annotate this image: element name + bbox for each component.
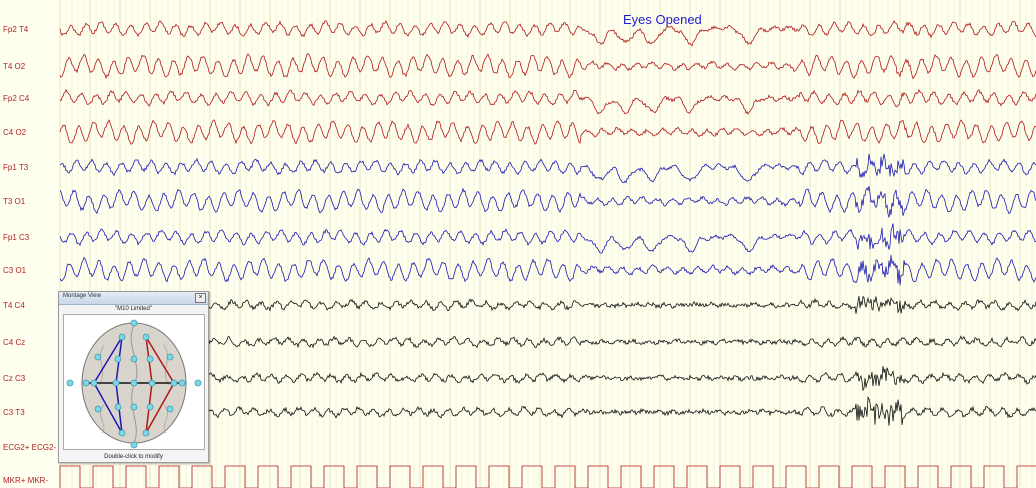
channel-labels: Fp2 T4 T4 O2 Fp2 C4 C4 O2 Fp1 T3 T3 O1 Fp1 C3 C…	[3, 25, 56, 485]
eeg-trace	[59, 465, 1036, 488]
close-button[interactable]: ×	[195, 293, 206, 303]
channel-label: Fp2 C4	[3, 94, 30, 103]
montage-name: "M10 Limited"	[115, 306, 152, 312]
channel-label: T3 O1	[3, 197, 26, 206]
channel-label: Fp1 C3	[3, 233, 30, 242]
montage-view-window[interactable]: Montage View × "M10 Limited" Double-clic…	[58, 291, 209, 463]
channel-label: C4 O2	[3, 128, 27, 137]
montage-window-title: Montage View	[63, 293, 101, 299]
channel-label: Fp1 T3	[3, 163, 29, 172]
eeg-trace	[59, 335, 1036, 349]
brain-montage-diagram[interactable]	[63, 314, 205, 450]
eeg-trace	[59, 365, 1036, 392]
channel-label: T4 C4	[3, 301, 25, 310]
channel-label: T4 O2	[3, 62, 26, 71]
eeg-trace	[59, 119, 1036, 145]
eeg-trace	[59, 19, 1036, 47]
eeg-trace	[60, 395, 1036, 426]
channel-label: C4 Cz	[3, 338, 25, 347]
brain-gyri	[98, 344, 170, 434]
eeg-trace	[59, 153, 1036, 184]
channel-label: C3 O1	[3, 266, 27, 275]
eeg-trace	[59, 223, 1036, 254]
montage-hint: Double-click to modify	[104, 454, 163, 460]
eeg-trace	[59, 88, 1036, 116]
eeg-traces	[59, 19, 1036, 488]
channel-label: MKR+ MKR-	[3, 476, 48, 485]
channel-label: Cz C3	[3, 374, 26, 383]
montage-titlebar[interactable]: Montage View ×	[59, 292, 208, 305]
eeg-trace	[59, 53, 1036, 80]
eeg-trace	[59, 295, 1036, 314]
electrode-markers	[66, 319, 202, 449]
eeg-trace	[59, 186, 1036, 218]
channel-label: Fp2 T4	[3, 25, 29, 34]
channel-label: ECG2+ ECG2-	[3, 443, 56, 452]
eeg-trace	[59, 254, 1036, 286]
annotation-eyes-opened[interactable]: Eyes Opened	[623, 12, 702, 27]
channel-label: C3 T3	[3, 408, 25, 417]
